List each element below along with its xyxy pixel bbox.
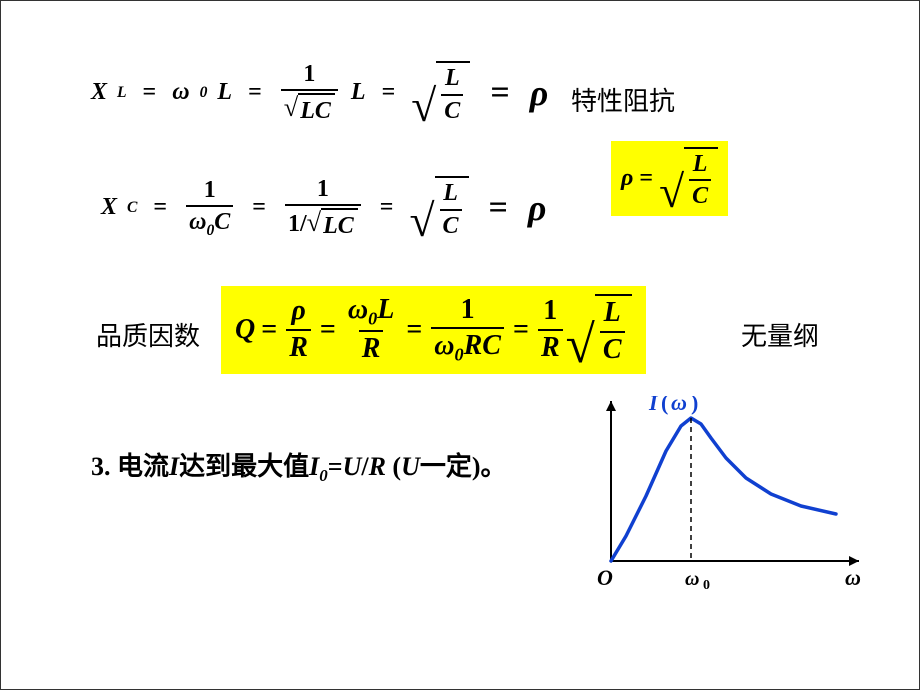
eqq-f3: 1 ω0RC [431, 295, 504, 365]
eqq-eq4: = [513, 314, 529, 346]
eq1-tail-l: L [351, 79, 366, 106]
s-v1: I [169, 452, 179, 481]
eq1-frac1: 1 √LC [281, 61, 338, 124]
statement-current-max: 3. 电流I达到最大值I0=U/R (U一定)。 [91, 446, 507, 486]
rho-box-num: L [690, 151, 711, 179]
eq1-sqrt-den: C [441, 94, 463, 124]
resonance-curve-chart: Oω0ωI(ω ) [591, 396, 871, 611]
equation-xc: XC = 1 ω0C = 1 1/√LC = √ L C = ρ [101, 176, 546, 239]
eq2-eq4: = [489, 189, 508, 227]
svg-text:(: ( [661, 396, 668, 415]
rho-box-lhs: ρ [621, 165, 633, 192]
s-slash: / [361, 452, 368, 481]
eq2-eq3: = [380, 194, 394, 221]
eq2-eq2: = [252, 194, 266, 221]
s-prefix: 3. [91, 452, 117, 481]
s-v5: U [401, 452, 420, 481]
s-p4: 一定)。 [420, 452, 507, 481]
eq2-lhs-sub: C [127, 199, 137, 217]
eq1-omega: ω [172, 79, 189, 106]
eqq-sqrt: √ L C [566, 294, 632, 366]
svg-text:ω: ω [685, 568, 699, 590]
eq2-sqrt: √ L C [409, 176, 468, 239]
s-p1: 电流 [117, 452, 169, 481]
eqq-f2-den: R [359, 330, 384, 365]
s-p3: ( [386, 452, 401, 481]
s-v3: U [343, 452, 362, 481]
eq2-f2-num: 1 [314, 176, 332, 204]
eq1-lhs: X [91, 79, 107, 106]
label-characteristic-impedance: 特性阻抗 [571, 81, 675, 118]
eq1-sqrt-lc: LC [298, 93, 335, 124]
s-p2: 达到最大值 [179, 452, 309, 481]
eq2-f2-den: 1/√LC [285, 204, 361, 239]
eq1-eq4: = [490, 74, 509, 112]
eq1-rho: ρ [530, 72, 549, 114]
label-dimensionless: 无量纲 [741, 316, 819, 353]
equation-rho-box: ρ = √ L C [611, 141, 728, 216]
s-v2-sub: 0 [319, 466, 327, 485]
eq1-sqrt-num: L [442, 65, 463, 93]
chart-svg: Oω0ωI(ω ) [591, 396, 871, 606]
eqq-f3-num: 1 [458, 295, 478, 328]
s-v4: R [369, 452, 386, 481]
eq1-frac1-den: √LC [281, 89, 338, 124]
eq2-f1-num: 1 [201, 177, 219, 205]
svg-text:0: 0 [703, 578, 710, 593]
eqq-f2-num: ω0L [345, 295, 397, 331]
svg-text:I: I [648, 396, 659, 415]
eq1-lhs-sub: L [117, 84, 127, 102]
label-quality-factor: 品质因数 [96, 316, 200, 353]
eq1-eq3: = [382, 79, 396, 106]
eq1-l: L [217, 79, 232, 106]
s-eq: = [328, 452, 343, 481]
equation-q: Q = ρ R = ω0L R = 1 ω0RC = 1 R √ L C [221, 286, 646, 374]
svg-text:ω: ω [845, 565, 861, 590]
eqq-lhs: Q [235, 314, 255, 346]
eqq-f1: ρ R [286, 296, 311, 364]
eq2-frac1: 1 ω0C [186, 177, 233, 239]
eqq-f4: 1 R [538, 296, 563, 364]
eqq-sqrt-num: L [601, 298, 624, 331]
rho-box-den: C [689, 179, 711, 209]
eqq-sqrt-den: C [600, 331, 625, 366]
eqq-eq1: = [261, 314, 277, 346]
eq2-f1-den: ω0C [186, 205, 233, 239]
eq1-sqrt-lc2: √ L C [411, 61, 470, 124]
eq1-eq1: = [143, 79, 157, 106]
eq2-eq1: = [153, 194, 167, 221]
s-v2: I [309, 452, 319, 481]
eq2-rho: ρ [528, 187, 547, 229]
eqq-f1-num: ρ [288, 296, 308, 329]
eqq-f2: ω0L R [345, 295, 397, 365]
svg-text:ω: ω [671, 396, 687, 415]
equation-xl: XL = ω0L = 1 √LC L = √ L C = ρ [91, 61, 548, 124]
eqq-eq3: = [406, 314, 422, 346]
eq2-frac2: 1 1/√LC [285, 176, 361, 239]
eqq-f4-num: 1 [540, 296, 560, 329]
eq2-sqrt-num: L [440, 180, 461, 208]
eqq-eq2: = [320, 314, 336, 346]
eqq-f4-den: R [538, 329, 563, 364]
eqq-f1-den: R [286, 329, 311, 364]
svg-text:): ) [691, 396, 698, 415]
eq2-lhs: X [101, 194, 117, 221]
eq2-sqrt-den: C [440, 209, 462, 239]
rho-box-sqrt: √ L C [659, 147, 718, 210]
rho-box-eq: = [639, 165, 653, 192]
eqq-f3-den: ω0RC [431, 327, 504, 365]
eq1-frac1-num: 1 [300, 61, 318, 89]
eq1-eq2: = [248, 79, 262, 106]
svg-text:O: O [597, 565, 613, 590]
eq1-omega-sub: 0 [200, 84, 208, 102]
